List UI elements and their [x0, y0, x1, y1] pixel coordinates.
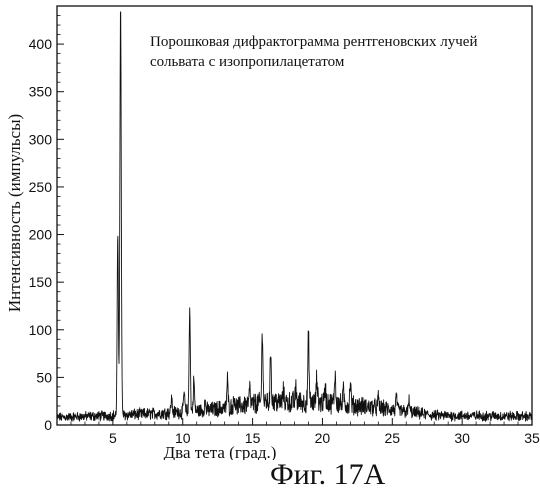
y-tick-label-0: 0 — [44, 417, 52, 433]
x-axis-title: Два тета (град.) — [164, 443, 277, 460]
y-tick-label-100: 100 — [29, 322, 53, 338]
x-tick-label-35: 35 — [524, 430, 540, 446]
series-group — [56, 11, 533, 422]
y-tick-label-50: 50 — [36, 369, 52, 385]
y-axis-title: Интенсивность (импульсы) — [5, 114, 24, 312]
x-tick-label-25: 25 — [385, 430, 401, 446]
y-tick-label-250: 250 — [29, 179, 53, 195]
y-tick-label-300: 300 — [29, 131, 53, 147]
x-tick-label-15: 15 — [245, 430, 261, 446]
y-tick-label-200: 200 — [29, 227, 53, 243]
x-tick-label-20: 20 — [315, 430, 331, 446]
y-tick-label-350: 350 — [29, 84, 53, 100]
diffractogram-line — [56, 11, 533, 422]
annotation-line-1: Порошковая дифрактограмма рентгеновских … — [150, 34, 478, 50]
y-tick-label-400: 400 — [29, 36, 53, 52]
annotation-line-2: сольвата с изопропилацетатом — [150, 54, 345, 70]
figure-caption: Фиг. 17А — [270, 458, 386, 491]
y-tick-label-150: 150 — [29, 274, 53, 290]
x-tick-label-10: 10 — [175, 430, 191, 446]
x-tick-label-5: 5 — [109, 430, 117, 446]
x-tick-label-30: 30 — [454, 430, 470, 446]
